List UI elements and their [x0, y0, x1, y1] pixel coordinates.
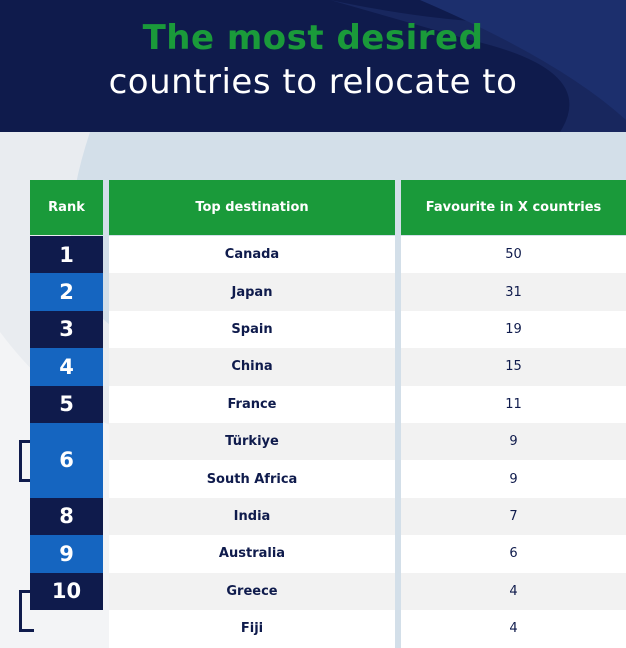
column-header-destination: Top destination [109, 180, 395, 235]
table-row: 9 Australia 6 [30, 535, 626, 573]
rank-cell: 3 [30, 310, 103, 349]
country-cell: Japan [109, 273, 395, 311]
column-header-destination-label: Top destination [195, 200, 309, 215]
country-cell: France [109, 385, 395, 424]
table-row: 10 Greece 4 [30, 572, 626, 611]
header-banner: The most desired countries to relocate t… [0, 0, 626, 132]
table-row: 5 France 11 [30, 385, 626, 424]
country-cell: South Africa [109, 460, 395, 498]
column-header-count: Favourite in X countries [401, 180, 626, 235]
column-header-count-label: Favourite in X countries [425, 200, 602, 215]
column-header-rank: Rank [30, 180, 103, 235]
rank-cell: 6 [30, 423, 103, 498]
country-cell: Australia [109, 535, 395, 573]
count-cell: 4 [401, 572, 626, 611]
count-cell: 7 [401, 497, 626, 536]
count-cell: 9 [401, 460, 626, 498]
rank-cell: 4 [30, 348, 103, 386]
count-cell: 11 [401, 385, 626, 424]
table-row: 8 India 7 [30, 497, 626, 536]
country-cell: India [109, 497, 395, 536]
rank-cell: 9 [30, 535, 103, 573]
rank-cell: 2 [30, 273, 103, 311]
count-cell: 50 [401, 236, 626, 274]
count-cell: 6 [401, 535, 626, 573]
rank-cell: 5 [30, 385, 103, 423]
count-cell: 19 [401, 310, 626, 349]
count-cell: 9 [401, 423, 626, 461]
country-cell: Spain [109, 310, 395, 349]
country-cell: Greece [109, 572, 395, 611]
table-row: 4 China 15 [30, 348, 626, 386]
table-row: Fiji 4 [30, 610, 626, 648]
count-cell: 31 [401, 273, 626, 311]
tie-bracket-6 [19, 440, 34, 482]
country-cell: Türkiye [109, 423, 395, 461]
column-header-rank-label: Rank [48, 200, 85, 215]
country-cell: Canada [109, 236, 395, 274]
count-cell: 4 [401, 610, 626, 648]
rank-cell: 10 [30, 572, 103, 610]
table-row: 3 Spain 19 [30, 310, 626, 349]
title-line-2: countries to relocate to [108, 62, 518, 102]
table-row: 6 Türkiye 9 [30, 423, 626, 498]
rank-cell: 1 [30, 236, 103, 274]
table-row: South Africa 9 [30, 460, 626, 498]
table-row: 1 Canada 50 [30, 236, 626, 274]
title-line-1: The most desired [142, 18, 484, 58]
count-cell: 15 [401, 348, 626, 386]
rank-cell: 8 [30, 497, 103, 536]
country-cell: China [109, 348, 395, 386]
table-row: 2 Japan 31 [30, 273, 626, 311]
tie-bracket-10 [19, 590, 34, 632]
country-cell: Fiji [109, 610, 395, 648]
header-wave-decoration [330, 0, 626, 132]
